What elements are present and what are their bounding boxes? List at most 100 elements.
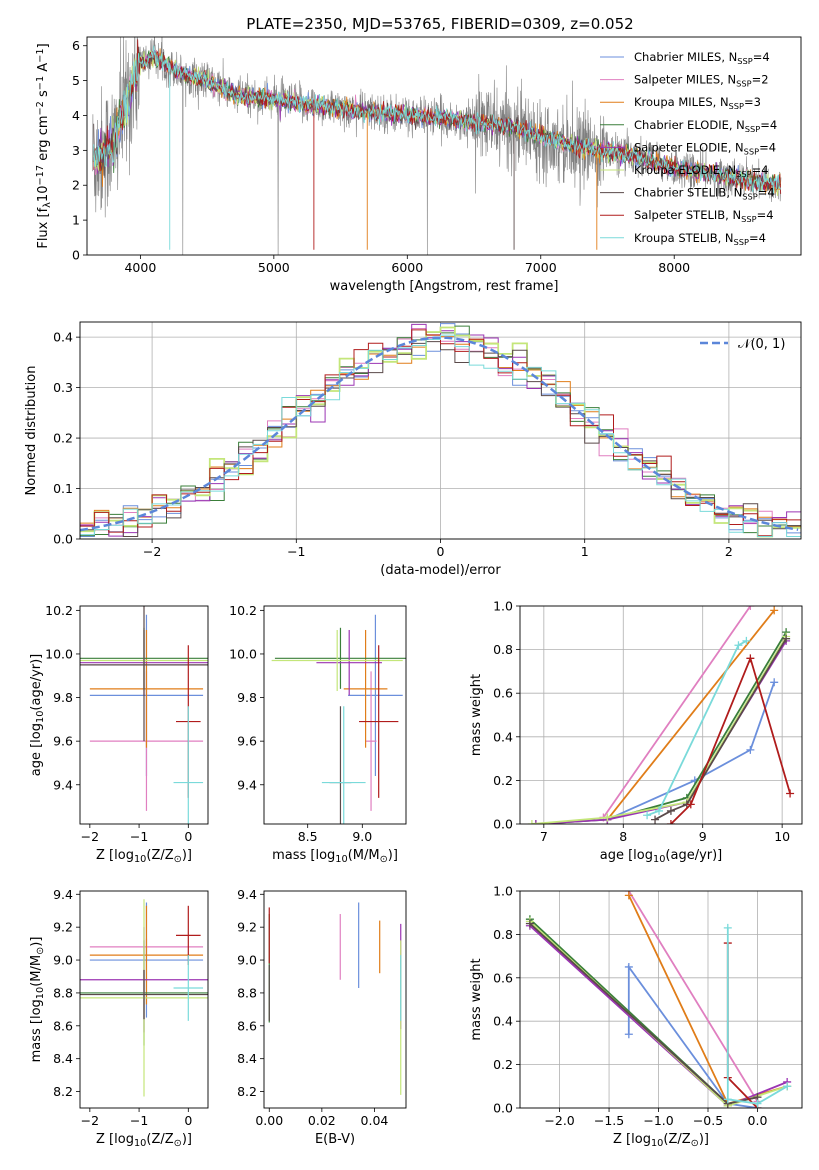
x-tick-label: 7000 <box>525 260 557 275</box>
legend-label: Kroupa MILES, NSSP=3 <box>634 95 761 111</box>
model-spectrum-9 <box>93 45 782 194</box>
mass-weight-line-4 <box>529 918 758 1105</box>
mass-vs-EBV-frame <box>263 890 407 1109</box>
y-axis-label: mass weight <box>469 674 484 756</box>
y-tick-label: 10.2 <box>45 603 73 618</box>
x-tick-label: 4000 <box>124 260 156 275</box>
y-tick-label: 0.4 <box>493 1014 513 1029</box>
y-tick-label: 0.4 <box>493 729 513 744</box>
legend-label: Salpeter STELIB, NSSP=4 <box>634 208 774 224</box>
x-tick-label: 0.02 <box>308 1113 336 1128</box>
massweight-vs-Z-plot <box>525 891 792 1108</box>
x-axis-label: Z [log10(Z/Z⊙)] <box>96 848 192 865</box>
x-tick-label: 8.5 <box>298 829 318 844</box>
x-tick-label: 5000 <box>258 260 290 275</box>
y-tick-label: 9.0 <box>237 953 257 968</box>
x-tick-label: −1 <box>130 1113 148 1128</box>
x-tick-label: −1 <box>130 829 148 844</box>
x-tick-label: 10 <box>774 829 790 844</box>
y-tick-label: 9.2 <box>237 920 257 935</box>
mass-weight-marker <box>603 813 612 822</box>
y-tick-label: 0.1 <box>53 481 73 496</box>
y-tick-label: 1.0 <box>493 599 513 614</box>
spectrum-legend: Chabrier MILES, NSSP=4 Salpeter MILES, NS… <box>600 50 777 247</box>
spectrum-plot <box>92 37 782 255</box>
errorbar-point <box>89 905 204 1005</box>
histogram-5 <box>80 323 801 537</box>
errorbar-point <box>359 645 399 798</box>
x-tick-label: −1.0 <box>643 1113 673 1128</box>
x-tick-label: 2 <box>725 544 733 559</box>
legend-label: Kroupa ELODIE, NSSP=4 <box>634 163 769 179</box>
age-vs-Z-frame <box>79 605 209 825</box>
mass-vs-Z-frame <box>79 890 209 1109</box>
mass-weight-line-1 <box>627 964 758 1108</box>
y-tick-label: 9.2 <box>53 920 73 935</box>
mass-weight-line-7 <box>654 638 787 821</box>
y-tick-label: 8.4 <box>53 1051 73 1066</box>
mass-weight-marker <box>666 820 675 824</box>
mass-weight-marker <box>651 815 660 824</box>
y-tick-label: 0.6 <box>493 970 513 985</box>
y-tick-label: 0.2 <box>493 1057 513 1072</box>
errorbar-point <box>173 706 204 824</box>
age-vs-Z-plot <box>80 606 208 824</box>
errorbar-point <box>343 629 388 748</box>
y-axis-label: Flux [fλ10−17 erg cm−2 s−1 A−1] <box>35 43 53 248</box>
y-tick-label: 4 <box>72 108 80 123</box>
mass-weight-marker <box>746 745 755 754</box>
y-tick-label: 1.0 <box>493 884 513 899</box>
y-tick-label: 9.8 <box>53 690 73 705</box>
errorbar-point <box>274 627 406 689</box>
spectrum-frame <box>86 36 802 256</box>
residuals-plot <box>80 323 801 538</box>
y-tick-label: 9.8 <box>237 690 257 705</box>
y-tick-label: 8.4 <box>237 1051 257 1066</box>
x-tick-label: 1 <box>581 544 589 559</box>
x-axis-label: mass [log10(M/M⊙)] <box>272 848 398 865</box>
x-tick-label: −0.5 <box>693 1113 723 1128</box>
x-tick-label: −2 <box>143 544 161 559</box>
y-tick-label: 0.6 <box>493 686 513 701</box>
y-tick-label: 9.6 <box>237 734 257 749</box>
y-tick-label: 5 <box>72 73 80 88</box>
x-axis-label: Z [log10(Z/Z⊙)] <box>613 1132 709 1149</box>
mass-weight-marker <box>746 606 755 610</box>
y-tick-label: 9.0 <box>53 953 73 968</box>
y-tick-label: 10.0 <box>45 646 73 661</box>
y-tick-label: 0.8 <box>493 927 513 942</box>
mass-weight-line-2 <box>602 606 752 819</box>
mass-weight-line-6 <box>531 636 787 824</box>
x-tick-label: 0 <box>184 1113 192 1128</box>
mass-vs-Z-plot <box>80 899 208 1097</box>
mass-weight-marker <box>782 634 791 643</box>
y-axis-label: mass [log10(M/M⊙)] <box>29 937 46 1063</box>
y-tick-label: 10.0 <box>229 646 257 661</box>
mass-weight-marker <box>624 962 633 971</box>
x-tick-label: 8 <box>619 829 627 844</box>
errorbar-point <box>365 671 377 811</box>
x-tick-label: −1 <box>287 544 305 559</box>
y-tick-label: 9.4 <box>53 777 73 792</box>
x-axis-label: (data-model)/error <box>380 563 501 578</box>
y-tick-label: 1 <box>72 213 80 228</box>
mass-weight-line-2 <box>628 891 759 1102</box>
mass-weight-marker <box>643 811 652 820</box>
mass-weight-marker <box>686 800 695 809</box>
mass-weight-marker <box>624 891 633 900</box>
legend-label: Chabrier STELIB, NSSP=4 <box>634 186 775 202</box>
errorbar-point <box>173 955 204 1021</box>
residuals-axes: −2 −1 0 1 2 0.0 0.1 0.2 0.3 0.4 (data-model)/error… <box>24 322 801 578</box>
x-tick-label: 7 <box>540 829 548 844</box>
spectrum-axes: 4000 5000 6000 7000 8000 0 1 2 3 4 5 6 wavelength [A… <box>72 38 690 294</box>
mass-weight-marker <box>734 641 743 650</box>
legend-label: Kroupa STELIB, NSSP=4 <box>634 231 766 247</box>
y-tick-label: 8.6 <box>53 1018 73 1033</box>
x-axis-label: E(B-V) <box>315 1132 355 1147</box>
x-tick-label: 0.0 <box>748 1113 768 1128</box>
mass-weight-marker <box>655 806 664 815</box>
histogram-9 <box>80 334 801 537</box>
errorbar-point <box>321 706 366 824</box>
y-tick-label: 8.6 <box>237 1018 257 1033</box>
x-axis-label: age [log10(age/yr)] <box>600 848 723 865</box>
